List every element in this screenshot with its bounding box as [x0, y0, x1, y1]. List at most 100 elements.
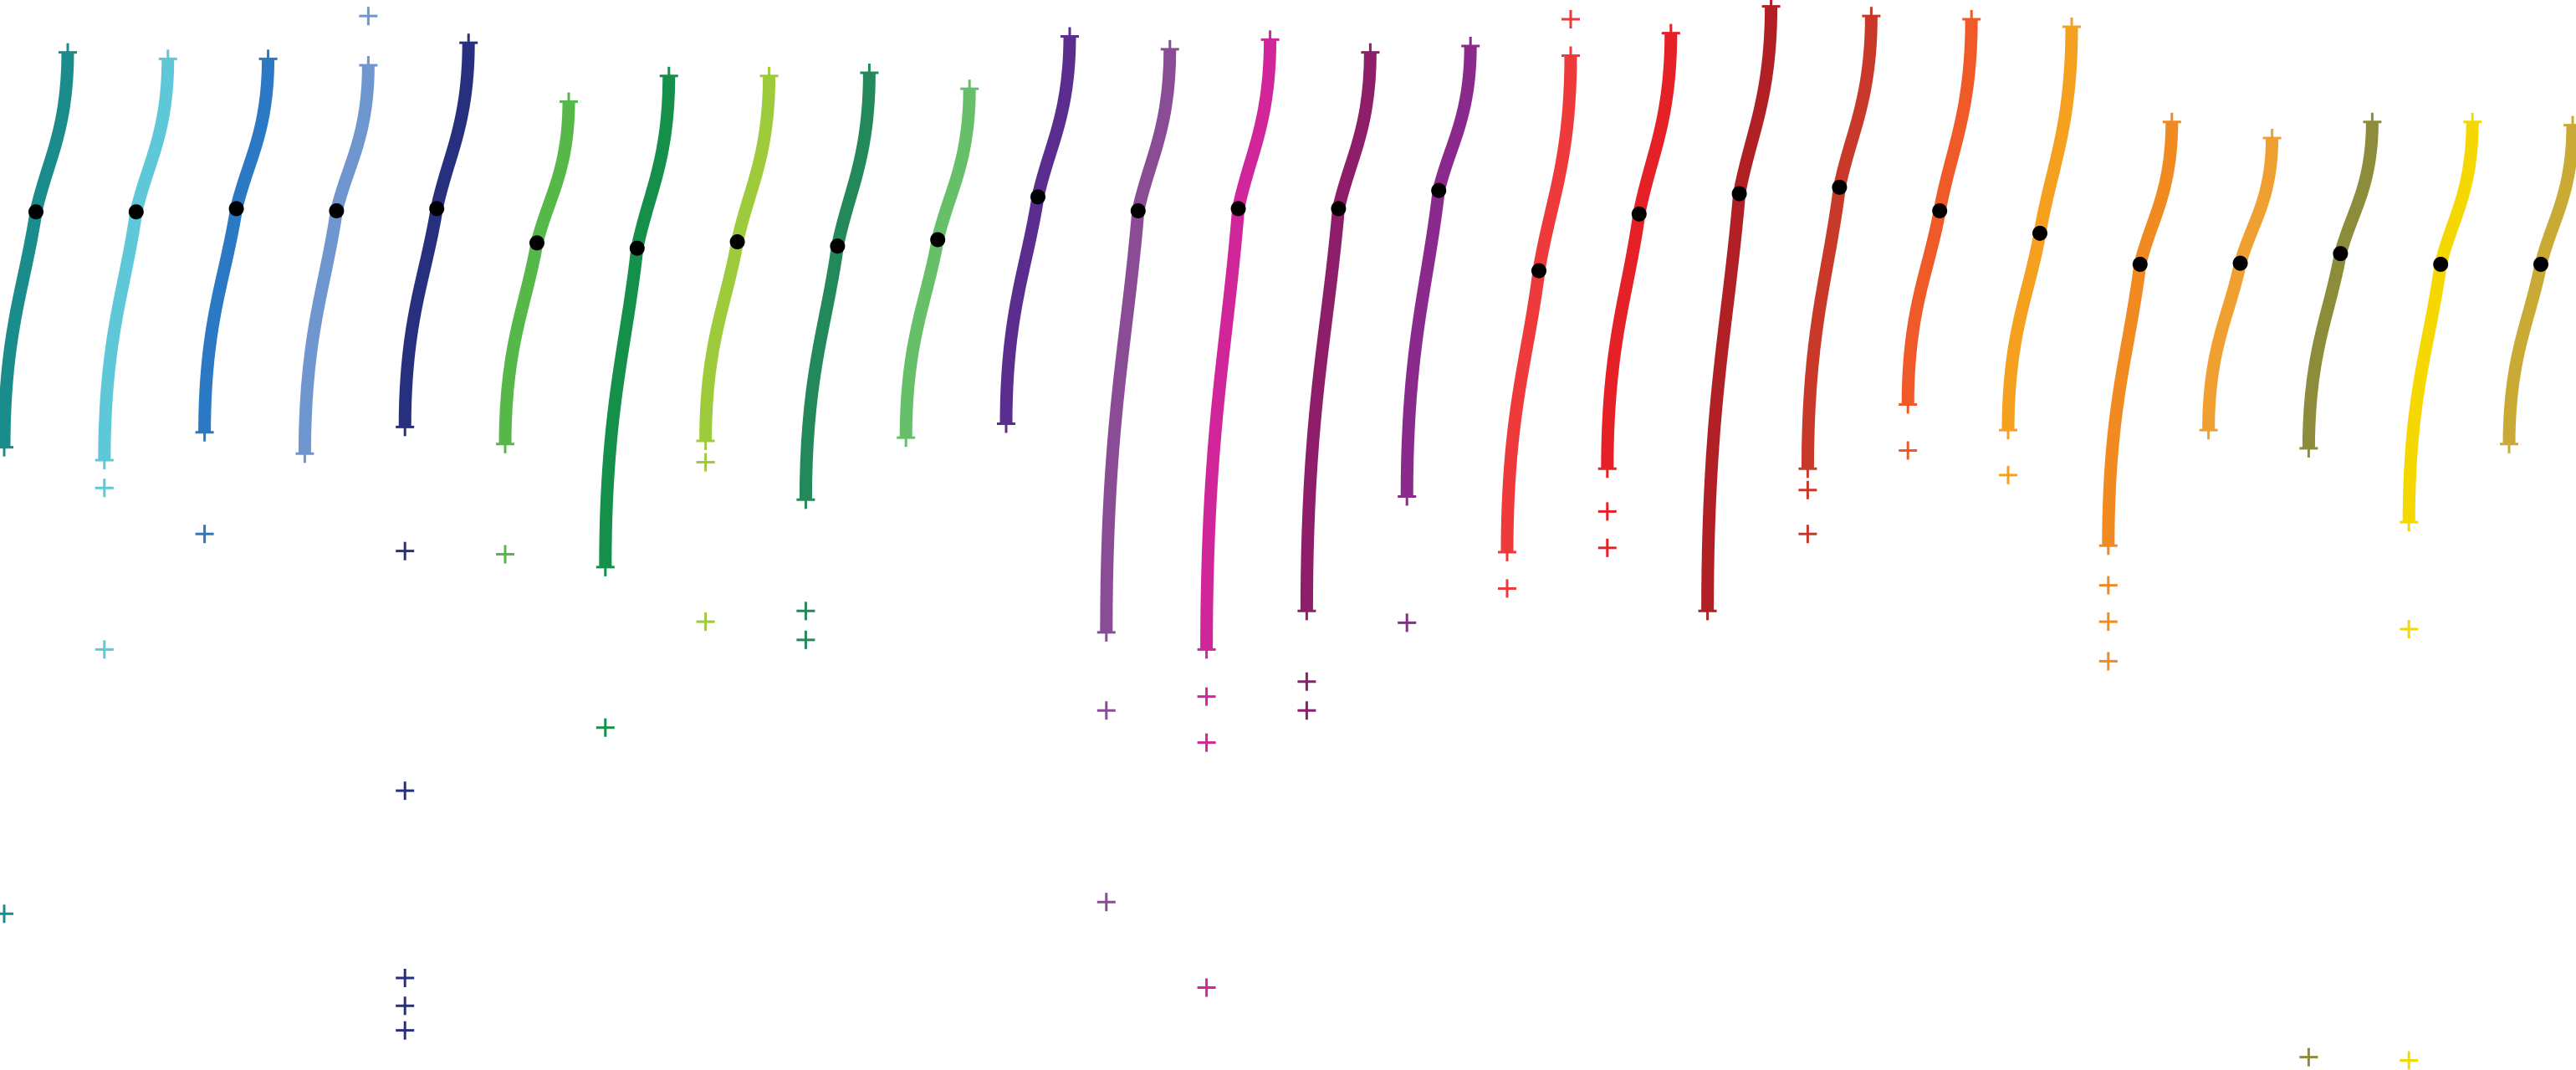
point-marker	[595, 718, 615, 737]
point-marker	[2363, 112, 2382, 131]
median-dot	[2433, 256, 2449, 272]
point-marker	[1899, 441, 1918, 460]
point-marker	[1798, 459, 1817, 479]
point-marker	[696, 431, 715, 450]
point-marker	[1398, 613, 1417, 632]
median-dot	[429, 201, 445, 217]
median-dot	[2333, 246, 2349, 262]
point-marker	[2199, 421, 2218, 440]
curve	[2102, 121, 2179, 546]
point-marker	[1096, 622, 1116, 642]
point-marker	[595, 557, 615, 576]
curve	[98, 59, 175, 460]
point-marker	[2400, 513, 2419, 532]
median-dot	[1030, 189, 1045, 205]
median-dot	[28, 204, 43, 220]
point-marker	[2563, 115, 2576, 135]
point-marker	[95, 479, 114, 498]
point-marker	[195, 525, 214, 544]
median-dot	[1932, 202, 1948, 218]
point-marker	[2098, 652, 2118, 671]
point-marker	[2400, 1051, 2419, 1070]
point-marker	[1260, 30, 1280, 49]
point-marker	[158, 49, 177, 69]
point-marker	[95, 640, 114, 659]
point-marker	[396, 541, 415, 561]
point-marker	[2500, 434, 2518, 453]
point-marker	[1899, 395, 1918, 414]
curve	[2202, 137, 2279, 431]
point-marker	[759, 66, 779, 85]
point-marker	[1160, 39, 1179, 59]
median-dot	[1331, 201, 1347, 217]
point-marker	[1498, 542, 1516, 561]
curve	[1500, 55, 1577, 552]
point-marker	[59, 43, 77, 62]
point-marker	[496, 545, 514, 564]
point-marker	[1999, 421, 2017, 440]
median-dot	[1531, 263, 1546, 279]
point-marker	[2098, 612, 2118, 632]
median-dot	[228, 201, 244, 217]
curve	[599, 75, 676, 567]
median-dot	[830, 238, 846, 254]
point-marker	[1297, 602, 1316, 621]
point-marker	[796, 602, 815, 621]
point-marker	[2400, 620, 2419, 639]
curve	[1601, 33, 1678, 469]
curve	[899, 89, 976, 438]
point-marker	[459, 33, 478, 53]
point-marker	[1197, 687, 1216, 706]
curve	[498, 101, 575, 444]
point-marker	[1561, 46, 1580, 65]
point-marker	[1096, 701, 1116, 720]
point-marker	[897, 428, 916, 448]
median-dot	[629, 240, 645, 256]
point-marker	[1297, 672, 1316, 691]
median-dot	[529, 235, 544, 251]
point-marker	[1661, 23, 1680, 43]
median-dot	[2032, 225, 2047, 241]
point-marker	[396, 417, 415, 437]
point-marker	[560, 92, 578, 111]
point-marker	[1297, 701, 1316, 720]
curve	[1801, 16, 1878, 469]
curve	[1400, 45, 1477, 497]
curve	[2402, 121, 2479, 523]
point-marker	[2062, 17, 2081, 36]
median-dot	[729, 234, 745, 250]
point-marker	[1197, 733, 1216, 752]
point-marker	[2299, 438, 2318, 458]
point-marker	[696, 612, 715, 632]
point-marker	[796, 490, 815, 509]
point-marker	[1999, 465, 2017, 484]
point-marker	[496, 434, 514, 453]
curve	[398, 43, 475, 427]
point-marker	[359, 7, 378, 26]
point-marker	[2098, 576, 2118, 595]
point-marker	[1698, 602, 1717, 621]
point-marker	[0, 904, 13, 924]
curve	[0, 52, 74, 448]
median-dot	[1631, 206, 1647, 222]
median-dot	[1230, 201, 1246, 217]
median-dot	[1832, 179, 1848, 195]
point-marker	[796, 630, 815, 649]
point-marker	[1096, 893, 1116, 912]
curve	[298, 65, 375, 454]
point-marker	[1461, 36, 1480, 55]
median-dot	[1431, 182, 1447, 198]
point-marker	[659, 66, 678, 85]
median-dot	[2533, 256, 2548, 272]
point-marker	[295, 444, 314, 463]
point-marker	[1597, 538, 1617, 557]
point-marker	[396, 969, 415, 988]
point-marker	[696, 453, 715, 472]
curve	[699, 75, 776, 441]
median-dot	[2132, 256, 2148, 272]
point-marker	[1498, 579, 1516, 598]
point-marker	[1197, 640, 1216, 659]
curve	[799, 72, 876, 500]
